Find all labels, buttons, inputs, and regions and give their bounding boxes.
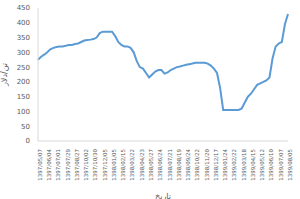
svg-text:1399/06/10: 1399/06/10 bbox=[268, 149, 274, 181]
svg-text:1397/12/05: 1397/12/05 bbox=[102, 149, 108, 181]
svg-text:1397/07/01: 1397/07/01 bbox=[55, 149, 61, 181]
svg-text:1398/09/24: 1398/09/24 bbox=[185, 149, 191, 181]
svg-text:تن/دلار: تن/دلار bbox=[8, 63, 9, 87]
svg-text:1398/02/15: 1398/02/15 bbox=[120, 149, 126, 181]
svg-text:1398/07/21: 1398/07/21 bbox=[167, 149, 173, 181]
svg-text:350: 350 bbox=[17, 34, 30, 42]
svg-text:1398/06/24: 1398/06/24 bbox=[157, 149, 163, 181]
svg-text:250: 250 bbox=[17, 64, 30, 72]
svg-text:تاریخ: تاریخ bbox=[155, 192, 171, 199]
svg-text:50: 50 bbox=[21, 123, 30, 131]
svg-text:1398/10/22: 1398/10/22 bbox=[194, 149, 200, 181]
svg-text:1398/08/19: 1398/08/19 bbox=[176, 149, 182, 181]
svg-text:1399/07/07: 1399/07/07 bbox=[278, 149, 284, 181]
svg-text:1399/02/22: 1399/02/22 bbox=[231, 149, 237, 181]
svg-text:1397/08/27: 1397/08/27 bbox=[74, 149, 80, 181]
svg-text:1399/04/15: 1399/04/15 bbox=[250, 149, 256, 181]
svg-text:1398/03/22: 1398/03/22 bbox=[129, 149, 135, 181]
svg-text:200: 200 bbox=[17, 78, 30, 86]
svg-text:0: 0 bbox=[26, 137, 30, 145]
svg-text:1397/06/04: 1397/06/04 bbox=[46, 149, 52, 181]
svg-text:150: 150 bbox=[17, 93, 30, 101]
svg-text:400: 400 bbox=[17, 19, 30, 27]
svg-text:1397/07/29: 1397/07/29 bbox=[65, 149, 71, 181]
svg-text:1398/01/05: 1398/01/05 bbox=[111, 149, 117, 181]
svg-text:1398/12/17: 1398/12/17 bbox=[213, 149, 219, 181]
svg-text:1398/05/27: 1398/05/27 bbox=[148, 149, 154, 181]
svg-text:1398/11/20: 1398/11/20 bbox=[204, 149, 210, 181]
svg-text:450: 450 bbox=[17, 4, 30, 12]
svg-text:1399/01/24: 1399/01/24 bbox=[222, 149, 228, 181]
svg-text:1399/03/18: 1399/03/18 bbox=[241, 149, 247, 181]
svg-text:1399/05/12: 1399/05/12 bbox=[259, 149, 265, 181]
svg-text:100: 100 bbox=[17, 108, 30, 116]
svg-text:1398/04/23: 1398/04/23 bbox=[139, 149, 145, 181]
svg-text:1399/08/05: 1399/08/05 bbox=[287, 149, 292, 181]
svg-text:1397/05/07: 1397/05/07 bbox=[37, 149, 43, 181]
svg-text:300: 300 bbox=[17, 49, 30, 57]
svg-text:1397/10/30: 1397/10/30 bbox=[92, 149, 98, 181]
svg-text:1397/10/02: 1397/10/02 bbox=[83, 149, 89, 181]
